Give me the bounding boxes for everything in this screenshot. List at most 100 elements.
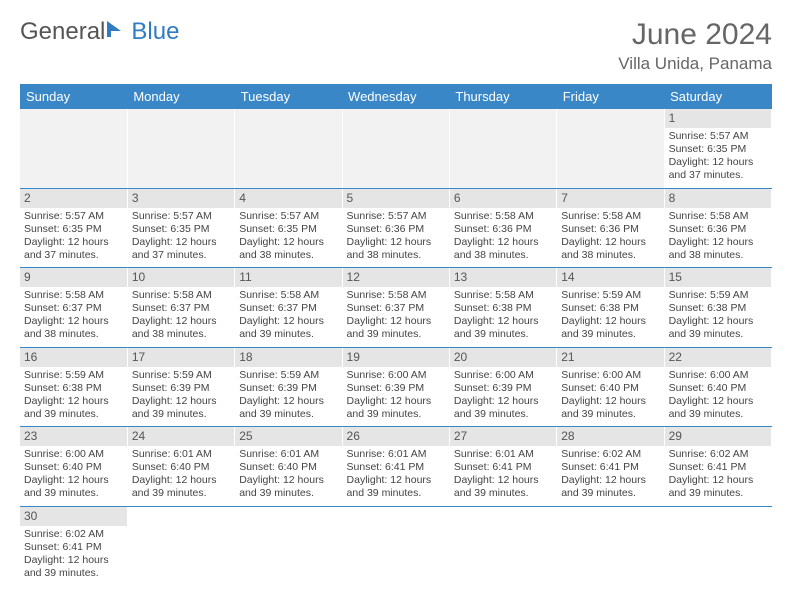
day-details: Sunrise: 5:59 AMSunset: 6:39 PMDaylight:… (132, 369, 230, 422)
calendar-cell-empty (127, 506, 234, 585)
calendar-body: 1 Sunrise: 5:57 AMSunset: 6:35 PMDaylight… (20, 109, 772, 585)
day-number: 5 (343, 189, 449, 208)
day-number: 1 (665, 109, 771, 128)
day-number: 28 (557, 427, 663, 446)
day-details: Sunrise: 6:00 AMSunset: 6:40 PMDaylight:… (24, 448, 123, 501)
calendar-cell: 12Sunrise: 5:58 AMSunset: 6:37 PMDayligh… (342, 268, 449, 348)
day-details: Sunrise: 5:59 AMSunset: 6:38 PMDaylight:… (24, 369, 123, 422)
day-details: Sunrise: 6:01 AMSunset: 6:41 PMDaylight:… (347, 448, 445, 501)
day-number: 18 (235, 348, 341, 367)
weekday-header: Wednesday (342, 84, 449, 109)
calendar-cell-empty (557, 506, 664, 585)
day-details: Sunrise: 6:00 AMSunset: 6:40 PMDaylight:… (669, 369, 767, 422)
calendar-cell: 21Sunrise: 6:00 AMSunset: 6:40 PMDayligh… (557, 347, 664, 427)
day-details: Sunrise: 5:58 AMSunset: 6:37 PMDaylight:… (347, 289, 445, 342)
day-details: Sunrise: 5:58 AMSunset: 6:36 PMDaylight:… (561, 210, 659, 263)
calendar-cell-empty (127, 109, 234, 188)
weekday-header: Monday (127, 84, 234, 109)
day-number: 17 (128, 348, 234, 367)
day-details: Sunrise: 5:57 AMSunset: 6:35 PMDaylight:… (239, 210, 337, 263)
calendar-cell: 30 Sunrise: 6:02 AMSunset: 6:41 PMDayligh… (20, 506, 127, 585)
calendar-cell: 17 Sunrise: 5:59 AMSunset: 6:39 PMDayligh… (127, 347, 234, 427)
day-details: Sunrise: 6:02 AMSunset: 6:41 PMDaylight:… (561, 448, 659, 501)
weekday-header: Friday (557, 84, 664, 109)
calendar-header-row: SundayMondayTuesdayWednesdayThursdayFrid… (20, 84, 772, 109)
day-details: Sunrise: 6:00 AMSunset: 6:39 PMDaylight:… (454, 369, 552, 422)
calendar-cell: 14 Sunrise: 5:59 AMSunset: 6:38 PMDayligh… (557, 268, 664, 348)
day-number: 4 (235, 189, 341, 208)
day-number: 6 (450, 189, 556, 208)
calendar-cell: 27Sunrise: 6:01 AMSunset: 6:41 PMDayligh… (449, 427, 556, 507)
calendar-cell-empty (235, 109, 342, 188)
day-number: 10 (128, 268, 234, 287)
day-number: 19 (343, 348, 449, 367)
day-details: Sunrise: 5:57 AMSunset: 6:36 PMDaylight:… (347, 210, 445, 263)
day-number: 24 (128, 427, 234, 446)
calendar-cell: 16 Sunrise: 5:59 AMSunset: 6:38 PMDayligh… (20, 347, 127, 427)
calendar-cell: 10 Sunrise: 5:58 AMSunset: 6:37 PMDayligh… (127, 268, 234, 348)
day-details: Sunrise: 6:02 AMSunset: 6:41 PMDaylight:… (24, 528, 123, 581)
calendar-cell: 18 Sunrise: 5:59 AMSunset: 6:39 PMDayligh… (235, 347, 342, 427)
calendar-cell: 25 Sunrise: 6:01 AMSunset: 6:40 PMDayligh… (235, 427, 342, 507)
day-details: Sunrise: 6:01 AMSunset: 6:40 PMDaylight:… (132, 448, 230, 501)
day-details: Sunrise: 5:57 AMSunset: 6:35 PMDaylight:… (669, 130, 767, 183)
calendar-cell: 7 Sunrise: 5:58 AMSunset: 6:36 PMDaylight… (557, 188, 664, 268)
calendar-cell-empty (235, 506, 342, 585)
calendar-cell: 2 Sunrise: 5:57 AMSunset: 6:35 PMDaylight… (20, 188, 127, 268)
calendar-cell: 22 Sunrise: 6:00 AMSunset: 6:40 PMDayligh… (664, 347, 771, 427)
day-number: 25 (235, 427, 341, 446)
calendar-cell: 29Sunrise: 6:02 AMSunset: 6:41 PMDayligh… (664, 427, 771, 507)
calendar-cell: 24 Sunrise: 6:01 AMSunset: 6:40 PMDayligh… (127, 427, 234, 507)
day-number: 15 (665, 268, 771, 287)
day-number: 22 (665, 348, 771, 367)
day-number: 2 (20, 189, 127, 208)
calendar-cell: 19 Sunrise: 6:00 AMSunset: 6:39 PMDayligh… (342, 347, 449, 427)
calendar-cell: 8 Sunrise: 5:58 AMSunset: 6:36 PMDaylight… (664, 188, 771, 268)
day-details: Sunrise: 5:58 AMSunset: 6:37 PMDaylight:… (239, 289, 337, 342)
calendar-cell: 4 Sunrise: 5:57 AMSunset: 6:35 PMDaylight… (235, 188, 342, 268)
weekday-header: Sunday (20, 84, 127, 109)
calendar-cell: 26Sunrise: 6:01 AMSunset: 6:41 PMDayligh… (342, 427, 449, 507)
calendar-cell: 9Sunrise: 5:58 AMSunset: 6:37 PMDaylight… (20, 268, 127, 348)
brand-flag-icon (107, 18, 129, 46)
day-details: Sunrise: 6:00 AMSunset: 6:40 PMDaylight:… (561, 369, 659, 422)
calendar-cell: 1 Sunrise: 5:57 AMSunset: 6:35 PMDaylight… (664, 109, 771, 188)
calendar-table: SundayMondayTuesdayWednesdayThursdayFrid… (20, 84, 772, 585)
day-details: Sunrise: 5:58 AMSunset: 6:37 PMDaylight:… (132, 289, 230, 342)
calendar-cell: 20Sunrise: 6:00 AMSunset: 6:39 PMDayligh… (449, 347, 556, 427)
day-details: Sunrise: 6:00 AMSunset: 6:39 PMDaylight:… (347, 369, 445, 422)
calendar-cell-empty (449, 506, 556, 585)
day-details: Sunrise: 5:59 AMSunset: 6:38 PMDaylight:… (561, 289, 659, 342)
day-number: 30 (20, 507, 127, 526)
calendar-cell-empty (342, 109, 449, 188)
day-details: Sunrise: 5:59 AMSunset: 6:38 PMDaylight:… (669, 289, 767, 342)
calendar-cell-empty (557, 109, 664, 188)
day-details: Sunrise: 5:58 AMSunset: 6:36 PMDaylight:… (454, 210, 552, 263)
day-number: 3 (128, 189, 234, 208)
day-number: 7 (557, 189, 663, 208)
day-number: 16 (20, 348, 127, 367)
day-details: Sunrise: 6:01 AMSunset: 6:40 PMDaylight:… (239, 448, 337, 501)
calendar-cell: 28 Sunrise: 6:02 AMSunset: 6:41 PMDayligh… (557, 427, 664, 507)
day-number: 11 (235, 268, 341, 287)
brand-logo: General Blue (20, 18, 179, 46)
calendar-cell-empty (664, 506, 771, 585)
calendar-cell: 3Sunrise: 5:57 AMSunset: 6:35 PMDaylight… (127, 188, 234, 268)
day-number: 23 (20, 427, 127, 446)
day-number: 8 (665, 189, 771, 208)
location: Villa Unida, Panama (618, 54, 772, 74)
weekday-header: Tuesday (235, 84, 342, 109)
day-details: Sunrise: 5:57 AMSunset: 6:35 PMDaylight:… (24, 210, 123, 263)
day-number: 14 (557, 268, 663, 287)
weekday-header: Saturday (664, 84, 771, 109)
day-details: Sunrise: 5:58 AMSunset: 6:36 PMDaylight:… (669, 210, 767, 263)
month-title: June 2024 (618, 18, 772, 52)
day-details: Sunrise: 5:59 AMSunset: 6:39 PMDaylight:… (239, 369, 337, 422)
calendar-cell: 23 Sunrise: 6:00 AMSunset: 6:40 PMDayligh… (20, 427, 127, 507)
day-number: 27 (450, 427, 556, 446)
calendar-cell: 6 Sunrise: 5:58 AMSunset: 6:36 PMDaylight… (449, 188, 556, 268)
brand-part2: Blue (131, 18, 179, 46)
day-number: 9 (20, 268, 127, 287)
day-details: Sunrise: 5:58 AMSunset: 6:38 PMDaylight:… (454, 289, 552, 342)
calendar-cell: 11 Sunrise: 5:58 AMSunset: 6:37 PMDayligh… (235, 268, 342, 348)
